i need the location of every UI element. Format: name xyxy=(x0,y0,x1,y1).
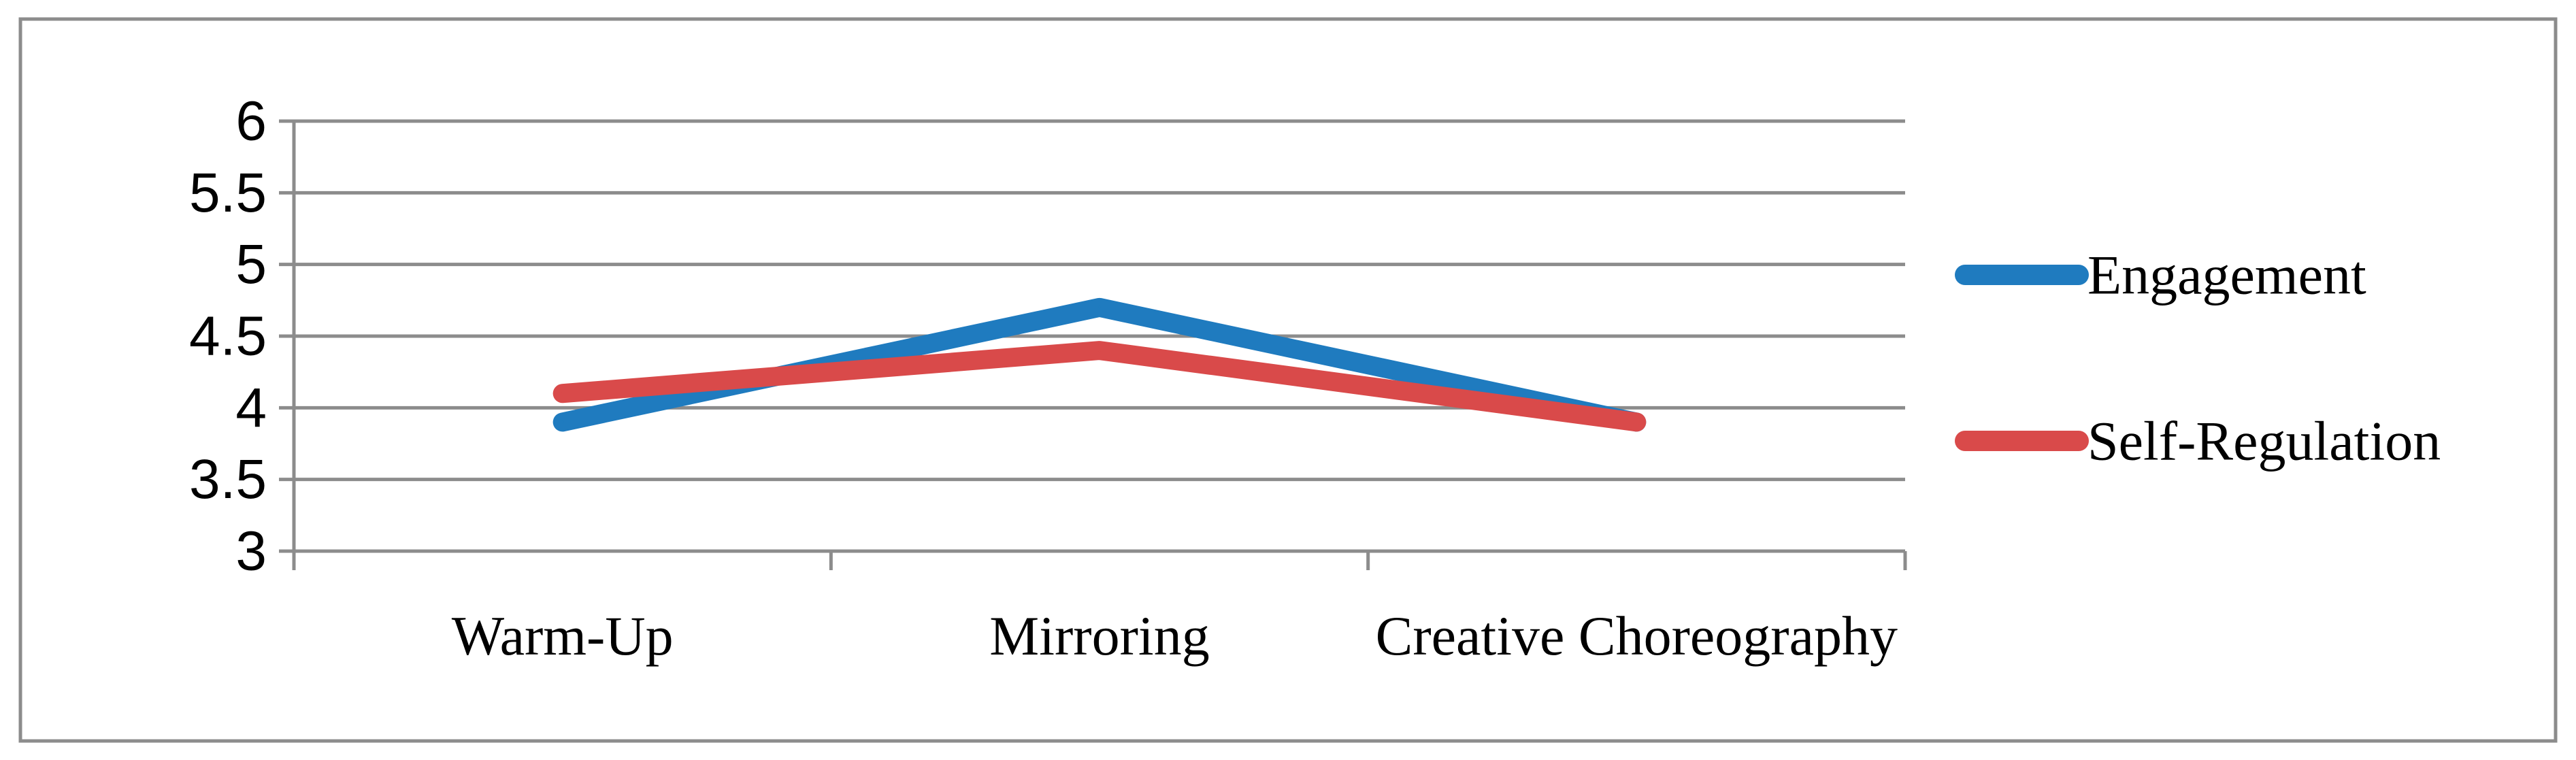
data-point xyxy=(1098,349,1101,352)
y-tick-labels: 3 3.5 4 4.5 5 5.5 6 xyxy=(189,90,267,582)
x-tick-label: Warm-Up xyxy=(452,605,674,667)
x-tick-labels: Warm-Up Mirroring Creative Choreography xyxy=(452,605,1898,667)
y-tick-label: 6 xyxy=(235,90,267,152)
data-point xyxy=(561,392,564,395)
x-axis xyxy=(292,121,1907,570)
y-tick-label: 4.5 xyxy=(189,305,267,367)
y-tick-label: 5.5 xyxy=(189,162,267,224)
y-tick-label: 3.5 xyxy=(189,448,267,510)
series-lines xyxy=(552,297,1647,432)
data-point xyxy=(1098,305,1101,309)
data-point xyxy=(1635,420,1638,424)
x-tick-label: Mirroring xyxy=(989,605,1209,667)
legend-label: Engagement xyxy=(2087,244,2366,306)
y-tick-label: 5 xyxy=(235,233,267,295)
data-point xyxy=(561,420,564,424)
gridlines xyxy=(279,119,1905,553)
y-tick-label: 4 xyxy=(235,377,267,439)
x-tick-label: Creative Choreography xyxy=(1376,605,1898,667)
y-tick-label: 3 xyxy=(235,521,267,582)
legend-label: Self-Regulation xyxy=(2087,410,2441,472)
legend: Engagement Self-Regulation xyxy=(1955,244,2441,472)
